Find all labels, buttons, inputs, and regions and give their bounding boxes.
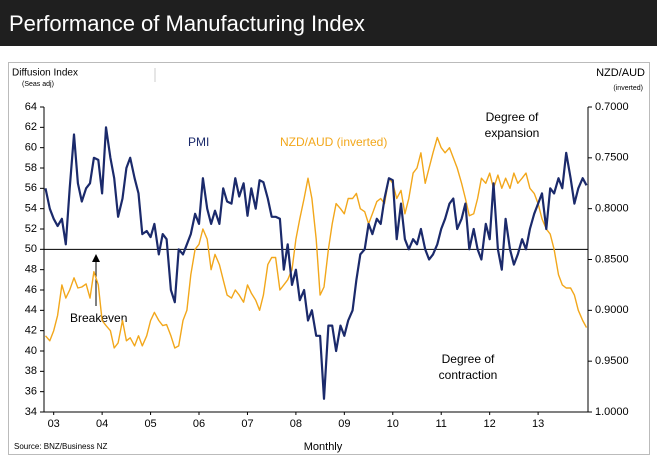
x-tick-label: 09 [338, 418, 350, 430]
y-axis-sublabel: (Seas adj) [22, 81, 54, 88]
x-tick-label: 07 [241, 418, 253, 430]
x-axis-label: Monthly [304, 441, 343, 453]
y-tick-label: 62 [25, 121, 37, 133]
y-tick-label: 40 [25, 345, 37, 357]
y-tick-label: 36 [25, 386, 37, 398]
series-line [44, 126, 588, 400]
x-tick-label: 11 [436, 418, 447, 430]
contraction-label: contraction [439, 368, 498, 382]
y2-tick-label: 0.8500 [595, 253, 629, 265]
y-tick-label: 60 [25, 142, 37, 154]
y-tick-label: 44 [25, 304, 37, 316]
x-tick-label: 03 [48, 418, 60, 430]
y2-tick-label: 0.9500 [595, 355, 629, 367]
series-line [44, 136, 588, 349]
y2-axis-label: NZD/AUD [596, 67, 645, 79]
y2-axis-sublabel: (inverted) [613, 85, 643, 92]
x-tick-label: 05 [144, 418, 156, 430]
expansion-label: expansion [485, 126, 540, 140]
y-axis-label: Diffusion Index [12, 68, 78, 79]
y-tick-label: 56 [25, 182, 37, 194]
x-tick-label: 10 [387, 418, 399, 430]
y-tick-label: 38 [25, 365, 37, 377]
y-tick-label: 46 [25, 284, 37, 296]
y2-tick-label: 0.8000 [595, 203, 629, 215]
chart-frame [8, 62, 650, 455]
header-bar [0, 0, 657, 46]
x-tick-label: 04 [96, 418, 108, 430]
chart-title: Performance of Manufacturing Index [9, 11, 365, 36]
y-tick-label: 52 [25, 223, 37, 235]
x-tick-label: 13 [532, 418, 544, 430]
y-tick-label: 34 [25, 406, 37, 418]
y-tick-label: 54 [25, 203, 37, 215]
y-tick-label: 42 [25, 325, 37, 337]
y-tick-label: 48 [25, 264, 37, 276]
y-tick-label: 64 [25, 101, 37, 113]
x-tick-label: 06 [193, 418, 205, 430]
contraction-label: Degree of [442, 352, 495, 366]
y2-tick-label: 0.7500 [595, 152, 629, 164]
y-tick-label: 50 [25, 243, 37, 255]
y2-tick-label: 1.0000 [595, 406, 629, 418]
expansion-label: Degree of [486, 110, 539, 124]
nzd-label: NZD/AUD (inverted) [280, 135, 387, 149]
x-tick-label: 08 [290, 418, 302, 430]
source: Source: BNZ/Business NZ [14, 442, 107, 451]
y2-tick-label: 0.7000 [595, 101, 629, 113]
y-tick-label: 58 [25, 162, 37, 174]
breakeven-arrowhead [92, 254, 100, 262]
breakeven-label: Breakeven [70, 311, 127, 325]
y2-tick-label: 0.9000 [595, 304, 629, 316]
x-tick-label: 12 [484, 418, 496, 430]
pmi-label: PMI [188, 135, 209, 149]
